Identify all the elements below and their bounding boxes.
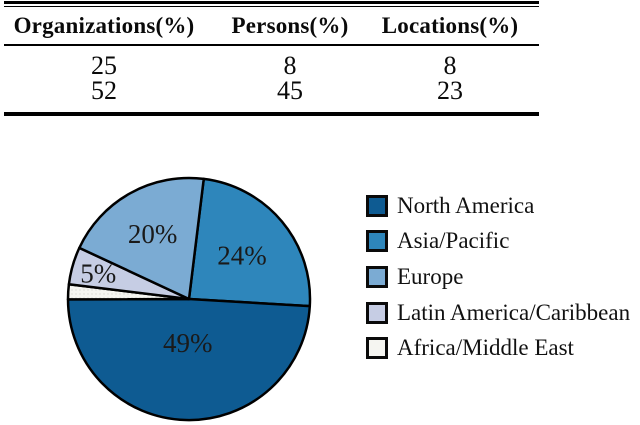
cell-organizations-row2: 52 [91,76,117,105]
table-bottom-rule [4,112,539,116]
legend-label: North America [397,192,535,218]
table-row: 25 8 8 [4,51,539,80]
pie-slice-north-america [66,297,312,422]
legend-label: Europe [397,263,464,289]
legend-swatch-europe [366,265,388,288]
table-row: 52 45 23 [4,76,539,105]
column-header-locations: Locations(%) [381,12,519,38]
legend-swatch-latin-america-caribbean [366,301,388,324]
table-mid-rule [4,44,539,46]
stats-table: Organizations(%) Persons(%) Locations(%)… [4,1,539,116]
legend-item-asia-pacific: Asia/Pacific [366,228,630,254]
legend-swatch-asia-pacific [366,230,388,253]
table-top-rule [4,1,539,4]
legend-swatch-north-america [366,194,388,217]
legend-item-africa-middle-east: Africa/Middle East [366,335,630,361]
cell-organizations-row1: 25 [91,51,117,80]
legend-label: Latin America/Caribbean [397,299,631,325]
pie-legend: North America Asia/Pacific Europe Latin … [366,192,631,372]
legend-label: Asia/Pacific [397,228,510,254]
pie-slice-europe [78,176,205,301]
pie-data-label-asia-pacific: 24% [217,240,267,270]
table-header-row: Organizations(%) Persons(%) Locations(%) [4,7,539,44]
cell-persons-row2: 45 [277,76,303,105]
table-top-rule-2 [4,5,539,7]
pie-data-label-north-america: 49% [163,328,213,358]
legend-label: Africa/Middle East [397,335,574,361]
pie-slice-asia-pacific [187,177,312,308]
pie-data-label-europe: 20% [128,219,178,249]
column-header-organizations: Organizations(%) [13,12,195,38]
cell-persons-row1: 8 [283,51,297,80]
legend-item-europe: Europe [366,263,630,289]
pie-data-label-latin-america-caribbean: 5% [80,258,116,288]
legend-swatch-africa-middle-east [366,337,388,360]
cell-locations-row1: 8 [443,51,457,80]
cell-locations-row2: 23 [437,76,463,105]
legend-item-north-america: North America [366,192,630,218]
table-body: 25 8 8 52 45 23 [4,46,539,112]
column-header-persons: Persons(%) [231,12,349,38]
pie-chart: 24% 49% 5% 20% [66,176,312,422]
legend-item-latin-america-caribbean: Latin America/Caribbean [366,299,631,325]
